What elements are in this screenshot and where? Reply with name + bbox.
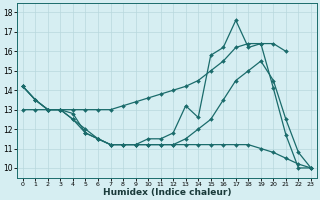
X-axis label: Humidex (Indice chaleur): Humidex (Indice chaleur) — [103, 188, 231, 197]
